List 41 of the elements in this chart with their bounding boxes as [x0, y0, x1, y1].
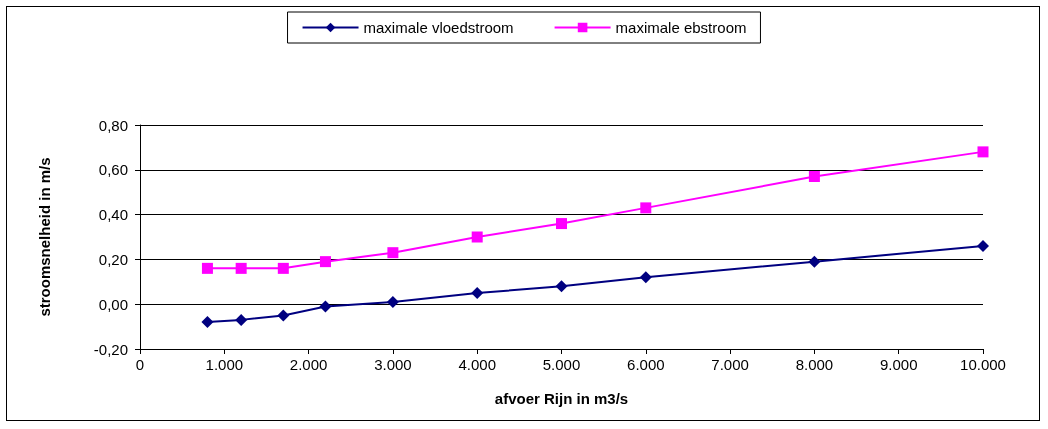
point	[808, 171, 820, 183]
y-tick-label: 0,00	[98, 295, 128, 313]
legend-label: maximale ebstroom	[615, 19, 747, 36]
x-tick-label: 7.000	[711, 356, 749, 373]
point	[277, 309, 290, 322]
point	[471, 231, 483, 243]
x-tick-label: 8.000	[795, 356, 834, 373]
y-tick-label: 0,80	[98, 116, 128, 134]
point	[977, 146, 989, 158]
x-tick-label: 10.000	[960, 356, 1006, 373]
x-tick-label: 1.000	[205, 356, 244, 373]
point	[201, 316, 214, 329]
point	[201, 262, 213, 274]
y-tick-label: 0,20	[98, 250, 128, 268]
point	[319, 300, 332, 313]
legend-label: maximale vloedstroom	[363, 19, 514, 36]
x-axis-title: afvoer Rijn in m3/s	[494, 390, 629, 407]
point	[977, 239, 989, 252]
point	[555, 280, 568, 293]
x-tick-label: 0	[135, 356, 145, 373]
point	[235, 313, 248, 326]
x-tick-label: 6.000	[627, 356, 665, 373]
point	[386, 295, 399, 308]
x-tick-label: 5.000	[542, 356, 581, 373]
x-tick-label: 3.000	[374, 356, 412, 373]
point	[277, 262, 289, 274]
y-tick-label: 0,40	[98, 206, 128, 224]
point	[387, 247, 399, 259]
point	[319, 256, 331, 268]
point	[235, 262, 247, 274]
point	[556, 218, 567, 230]
point	[639, 271, 652, 284]
point	[640, 202, 652, 214]
y-tick-label: -0,20	[93, 340, 128, 358]
x-tick-label: 4.000	[458, 356, 496, 373]
x-tick-label: 2.000	[289, 356, 328, 373]
x-tick-label: 9.000	[879, 356, 918, 373]
point	[471, 287, 484, 299]
y-axis-title: stroomsnelheid in m/s	[36, 157, 53, 317]
point	[808, 255, 821, 268]
y-tick-label: 0,60	[98, 161, 128, 179]
